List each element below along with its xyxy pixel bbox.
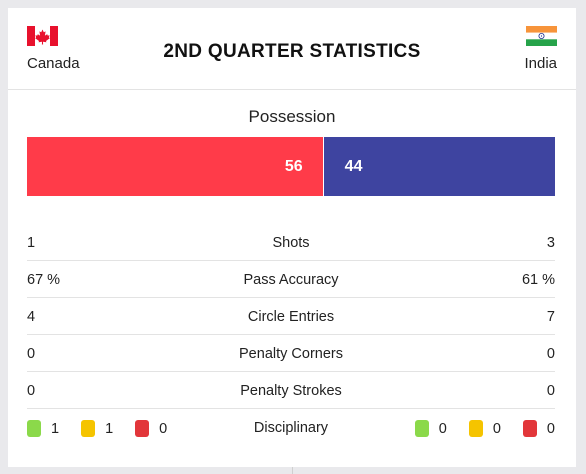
stat-label: Disciplinary (253, 420, 329, 436)
possession-bar: 56 44 (27, 137, 555, 196)
home-green-count: 1 (51, 420, 60, 437)
home-team-name: Canada (27, 55, 80, 72)
away-team: India (524, 26, 557, 72)
stat-home-value: 0 (27, 383, 36, 399)
stat-label: Penalty Strokes (240, 383, 342, 399)
match-stats-card: Canada 2ND QUARTER STATISTICS India Poss… (8, 8, 576, 467)
stat-label: Penalty Corners (239, 346, 343, 362)
stat-away-value: 3 (546, 235, 555, 251)
yellow-card-icon (81, 420, 96, 437)
stat-home-value: 1 (27, 235, 36, 251)
home-yellow-count: 1 (105, 420, 114, 437)
home-red-count: 0 (159, 420, 168, 437)
stat-away-value: 7 (546, 309, 555, 325)
india-flag-icon (526, 26, 557, 46)
away-cards: 0 0 0 (414, 420, 555, 437)
stats-header: Canada 2ND QUARTER STATISTICS India (8, 8, 576, 90)
page-title: 2ND QUARTER STATISTICS (163, 41, 421, 62)
stat-home-value: 4 (27, 309, 36, 325)
stat-away-value: 0 (546, 346, 555, 362)
stat-label: Shots (272, 235, 310, 251)
stat-row-circle-entries: 4 Circle Entries 7 (27, 298, 555, 335)
red-card-icon (135, 420, 150, 437)
stat-row-disciplinary: 1 1 0 Disciplinary 0 0 0 (27, 409, 555, 446)
red-card-icon (522, 420, 537, 437)
stat-home-value: 0 (27, 346, 36, 362)
stat-label: Pass Accuracy (243, 272, 339, 288)
canada-flag-icon (27, 26, 58, 46)
yellow-card-icon (468, 420, 483, 437)
stat-row-shots: 1 Shots 3 (27, 224, 555, 261)
home-cards: 1 1 0 (27, 420, 167, 437)
away-yellow-count: 0 (492, 420, 501, 437)
possession-away-value: 44 (344, 157, 363, 175)
possession-home-segment: 56 (27, 137, 323, 196)
stat-row-pass-accuracy: 67 % Pass Accuracy 61 % (27, 261, 555, 298)
green-card-icon (414, 420, 429, 437)
stat-row-penalty-strokes: 0 Penalty Strokes 0 (27, 372, 555, 409)
home-team: Canada (27, 26, 80, 72)
stat-home-value: 67 % (27, 272, 61, 288)
possession-home-value: 56 (284, 157, 303, 175)
stat-away-value: 61 % (521, 272, 555, 288)
stat-label: Circle Entries (247, 309, 335, 325)
possession-title: Possession (248, 107, 336, 126)
stat-away-value: 0 (546, 383, 555, 399)
away-team-name: India (524, 55, 557, 72)
divider (292, 467, 293, 474)
away-red-count: 0 (546, 420, 555, 437)
stat-row-penalty-corners: 0 Penalty Corners 0 (27, 335, 555, 372)
possession-away-segment: 44 (322, 137, 555, 196)
stats-table: 1 Shots 3 67 % Pass Accuracy 61 % 4 Circ… (27, 224, 555, 446)
green-card-icon (27, 420, 41, 437)
away-green-count: 0 (438, 420, 447, 437)
